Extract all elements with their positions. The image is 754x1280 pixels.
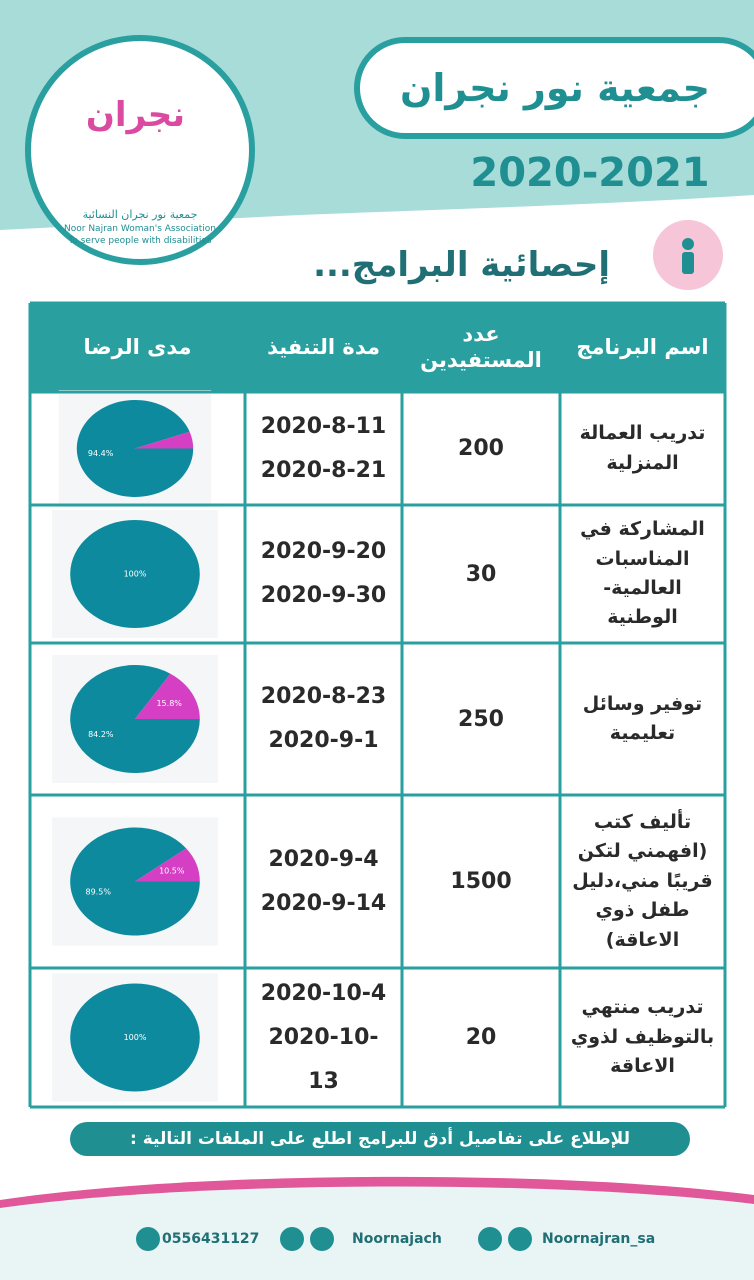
contact-icon — [136, 1227, 160, 1251]
logo-mark: نجران — [85, 95, 185, 135]
pie-slice — [135, 673, 200, 719]
beneficiaries: 200 — [458, 436, 504, 461]
note-pill — [70, 1122, 690, 1156]
column-header: مدة التنفيذ — [267, 334, 380, 359]
program-name: تدريب العمالة المنزلية — [579, 422, 706, 474]
pie-slice — [76, 399, 194, 497]
duration: 2020-8-11 2020-8-21 — [245, 392, 402, 505]
date-start: 2020-8-23 — [260, 684, 387, 709]
date-end: 2020-8-21 — [260, 457, 387, 483]
section-title: إحصائية البرامج... — [313, 245, 610, 285]
contact-icon — [280, 1227, 304, 1251]
years: 2020-2021 — [470, 150, 710, 196]
beneficiaries: 1500 — [450, 869, 512, 894]
contact-icon — [508, 1227, 532, 1251]
pie-label: 89.5% — [86, 887, 112, 896]
beneficiaries: 20 — [465, 1025, 497, 1050]
program-name: المشاركة في المناسبات العالمية-الوطنية — [580, 518, 705, 629]
date-end: 2020-9-1 — [268, 728, 379, 753]
duration: 2020-9-20 2020-9-30 — [245, 505, 402, 643]
pie-label: 100% — [124, 1033, 147, 1042]
date-start: 2020-9-4 — [268, 846, 379, 872]
pie-slice — [70, 983, 200, 1092]
logo-line: جمعية نور نجران النسائية — [82, 208, 198, 221]
contact-phone[interactable]: 0556431127 — [162, 1231, 260, 1247]
pie-slice — [135, 431, 194, 449]
pie-label: 94.4% — [88, 449, 114, 458]
program-name: توفير وسائل تعليمية — [582, 692, 703, 744]
logo-circle — [25, 35, 255, 265]
beneficiaries: 250 — [458, 706, 504, 732]
duration: 2020-8-23 2020-9-1 — [245, 643, 402, 795]
duration: 2020-10-4 2020-10-13 — [245, 968, 402, 1107]
pie-slice — [135, 848, 200, 882]
contact-icon — [310, 1227, 334, 1251]
contact-instagram[interactable]: Noornajran_sa — [542, 1231, 656, 1247]
contact-snapchat[interactable]: Noornajach — [352, 1231, 442, 1247]
pie-label: 10.5% — [159, 867, 185, 876]
date-start: 2020-9-20 — [260, 539, 387, 564]
footer-band — [0, 1186, 754, 1280]
column-header: مدى الرضا — [83, 334, 192, 359]
duration: 2020-9-4 2020-9-14 — [245, 795, 402, 968]
column-header: اسم البرنامج — [576, 334, 709, 359]
pie-label: 100% — [124, 570, 147, 579]
pie-label: 15.8% — [156, 699, 182, 708]
column-header: عدد المستفيدين — [420, 322, 542, 372]
title: جمعية نور نجران — [399, 66, 711, 110]
pie-slice — [70, 520, 200, 628]
pie-label: 84.2% — [88, 730, 114, 739]
date-end: 2020-9-30 — [260, 583, 387, 608]
program-name: تدريب منتهي بالتوظيف لذوي الاعاقة — [570, 996, 715, 1078]
logo-line: To serve people with disabilities — [68, 236, 212, 246]
date-end: 2020-10-13 — [268, 1024, 379, 1094]
icon-person-body — [682, 252, 694, 274]
program-name: تأليف كتب (افهمني لتكن قريبًا مني،دليل ط… — [572, 810, 713, 951]
title-pill — [354, 37, 754, 139]
icon-person — [682, 238, 694, 250]
date-end: 2020-9-14 — [260, 890, 387, 916]
footer-note: للإطلاع على تفاصيل أدق للبرامج اطلع على … — [130, 1129, 630, 1149]
contact-icon — [478, 1227, 502, 1251]
logo-line: Noor Najran Woman's Association — [64, 224, 216, 234]
date-start: 2020-10-4 — [260, 980, 387, 1006]
table-header-bg — [30, 303, 725, 392]
beneficiaries: 30 — [465, 561, 497, 587]
date-start: 2020-8-11 — [260, 413, 387, 439]
